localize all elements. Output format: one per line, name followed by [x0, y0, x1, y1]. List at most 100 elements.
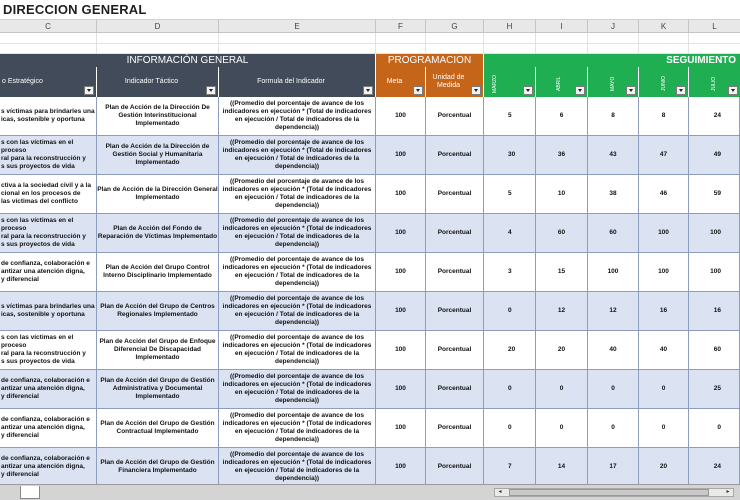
cell-junio[interactable]: 0	[639, 370, 689, 408]
cell-julio[interactable]: 24	[689, 97, 740, 135]
table-row[interactable]: s con las víctimas en el proceso ral par…	[0, 214, 740, 253]
cell-mayo[interactable]: 100	[588, 253, 639, 291]
cell-meta[interactable]: 100	[376, 175, 426, 213]
table-row[interactable]: s víctimas para brindarles una icas, sos…	[0, 292, 740, 331]
cell-unidad[interactable]: Porcentual	[426, 331, 484, 369]
cell-abril[interactable]: 12	[536, 292, 588, 330]
cell-indicador[interactable]: Plan de Acción del Grupo de Gestión Cont…	[97, 409, 219, 447]
filter-dropdown-icon[interactable]	[728, 86, 738, 95]
table-row[interactable]: s víctimas para brindarles una icas, sos…	[0, 97, 740, 136]
cell-abril[interactable]: 20	[536, 331, 588, 369]
filter-dropdown-icon[interactable]	[363, 86, 373, 95]
cell-julio[interactable]: 59	[689, 175, 740, 213]
cell-objetivo[interactable]: de confianza, colaboración e antizar una…	[0, 409, 97, 447]
cell-indicador[interactable]: Plan de Acción del Grupo de Centros Regi…	[97, 292, 219, 330]
cell-unidad[interactable]: Porcentual	[426, 292, 484, 330]
cell-unidad[interactable]: Porcentual	[426, 253, 484, 291]
cell-marzo[interactable]: 5	[484, 97, 536, 135]
cell-mayo[interactable]: 12	[588, 292, 639, 330]
cell-abril[interactable]: 14	[536, 448, 588, 486]
cell-junio[interactable]: 40	[639, 331, 689, 369]
cell-meta[interactable]: 100	[376, 214, 426, 252]
cell-meta[interactable]: 100	[376, 292, 426, 330]
cell-objetivo[interactable]: s con las víctimas en el proceso ral par…	[0, 136, 97, 174]
table-row[interactable]: s con las víctimas en el proceso ral par…	[0, 331, 740, 370]
column-header-k[interactable]: K	[639, 20, 689, 33]
cell-formula[interactable]: ((Promedio del porcentaje de avance de l…	[219, 331, 376, 369]
cell-abril[interactable]: 15	[536, 253, 588, 291]
column-header-e[interactable]: E	[219, 20, 376, 33]
cell-unidad[interactable]: Porcentual	[426, 370, 484, 408]
cell-indicador[interactable]: Plan de Acción del Grupo de Gestión Fina…	[97, 448, 219, 486]
cell-unidad[interactable]: Porcentual	[426, 214, 484, 252]
cell-junio[interactable]: 100	[639, 214, 689, 252]
cell-mayo[interactable]: 8	[588, 97, 639, 135]
cell-formula[interactable]: ((Promedio del porcentaje de avance de l…	[219, 97, 376, 135]
cell-formula[interactable]: ((Promedio del porcentaje de avance de l…	[219, 175, 376, 213]
table-row[interactable]: ctiva a la sociedad civil y a la cional …	[0, 175, 740, 214]
cell-abril[interactable]: 0	[536, 370, 588, 408]
column-header-h[interactable]: H	[484, 20, 536, 33]
cell-meta[interactable]: 100	[376, 409, 426, 447]
cell-marzo[interactable]: 0	[484, 292, 536, 330]
filter-dropdown-icon[interactable]	[575, 86, 585, 95]
scroll-left-icon[interactable]: ◂	[498, 489, 502, 495]
cell-junio[interactable]: 0	[639, 409, 689, 447]
cell-formula[interactable]: ((Promedio del porcentaje de avance de l…	[219, 370, 376, 408]
column-header-i[interactable]: I	[536, 20, 588, 33]
filter-dropdown-icon[interactable]	[523, 86, 533, 95]
cell-marzo[interactable]: 7	[484, 448, 536, 486]
cell-marzo[interactable]: 0	[484, 370, 536, 408]
cell-julio[interactable]: 100	[689, 214, 740, 252]
cell-julio[interactable]: 24	[689, 448, 740, 486]
cell-indicador[interactable]: Plan de Acción del Grupo de Enfoque Dife…	[97, 331, 219, 369]
column-header-j[interactable]: J	[588, 20, 639, 33]
cell-mayo[interactable]: 0	[588, 409, 639, 447]
cell-mayo[interactable]: 17	[588, 448, 639, 486]
cell-mayo[interactable]: 0	[588, 370, 639, 408]
scrollbar-thumb[interactable]	[509, 489, 709, 496]
blank-row[interactable]	[0, 44, 740, 54]
cell-formula[interactable]: ((Promedio del porcentaje de avance de l…	[219, 253, 376, 291]
cell-formula[interactable]: ((Promedio del porcentaje de avance de l…	[219, 409, 376, 447]
cell-indicador[interactable]: Plan de Acción del Fondo de Reparación d…	[97, 214, 219, 252]
cell-unidad[interactable]: Porcentual	[426, 409, 484, 447]
cell-meta[interactable]: 100	[376, 370, 426, 408]
cell-formula[interactable]: ((Promedio del porcentaje de avance de l…	[219, 136, 376, 174]
column-header-f[interactable]: F	[376, 20, 426, 33]
cell-junio[interactable]: 16	[639, 292, 689, 330]
cell-julio[interactable]: 25	[689, 370, 740, 408]
table-row[interactable]: de confianza, colaboración e antizar una…	[0, 370, 740, 409]
table-row[interactable]: de confianza, colaboración e antizar una…	[0, 448, 740, 487]
cell-meta[interactable]: 100	[376, 253, 426, 291]
cell-unidad[interactable]: Porcentual	[426, 448, 484, 486]
table-row[interactable]: de confianza, colaboración e antizar una…	[0, 253, 740, 292]
cell-meta[interactable]: 100	[376, 448, 426, 486]
cell-mayo[interactable]: 60	[588, 214, 639, 252]
cell-formula[interactable]: ((Promedio del porcentaje de avance de l…	[219, 214, 376, 252]
cell-unidad[interactable]: Porcentual	[426, 97, 484, 135]
cell-marzo[interactable]: 3	[484, 253, 536, 291]
cell-julio[interactable]: 60	[689, 331, 740, 369]
filter-dropdown-icon[interactable]	[471, 86, 481, 95]
cell-indicador[interactable]: Plan de Acción del Grupo Control Interno…	[97, 253, 219, 291]
sheet-tab-icon[interactable]	[20, 486, 40, 499]
cell-abril[interactable]: 60	[536, 214, 588, 252]
cell-objetivo[interactable]: de confianza, colaboración e antizar una…	[0, 253, 97, 291]
filter-dropdown-icon[interactable]	[413, 86, 423, 95]
cell-julio[interactable]: 100	[689, 253, 740, 291]
cell-marzo[interactable]: 4	[484, 214, 536, 252]
cell-julio[interactable]: 16	[689, 292, 740, 330]
cell-indicador[interactable]: Plan de Acción del Grupo de Gestión Admi…	[97, 370, 219, 408]
cell-objetivo[interactable]: s con las víctimas en el proceso ral par…	[0, 331, 97, 369]
column-header-c[interactable]: C	[0, 20, 97, 33]
cell-indicador[interactable]: Plan de Acción de la Dirección de Gestió…	[97, 136, 219, 174]
cell-meta[interactable]: 100	[376, 97, 426, 135]
filter-dropdown-icon[interactable]	[626, 86, 636, 95]
cell-junio[interactable]: 46	[639, 175, 689, 213]
blank-row[interactable]	[0, 33, 740, 44]
cell-unidad[interactable]: Porcentual	[426, 175, 484, 213]
cell-junio[interactable]: 100	[639, 253, 689, 291]
cell-junio[interactable]: 47	[639, 136, 689, 174]
cell-mayo[interactable]: 40	[588, 331, 639, 369]
